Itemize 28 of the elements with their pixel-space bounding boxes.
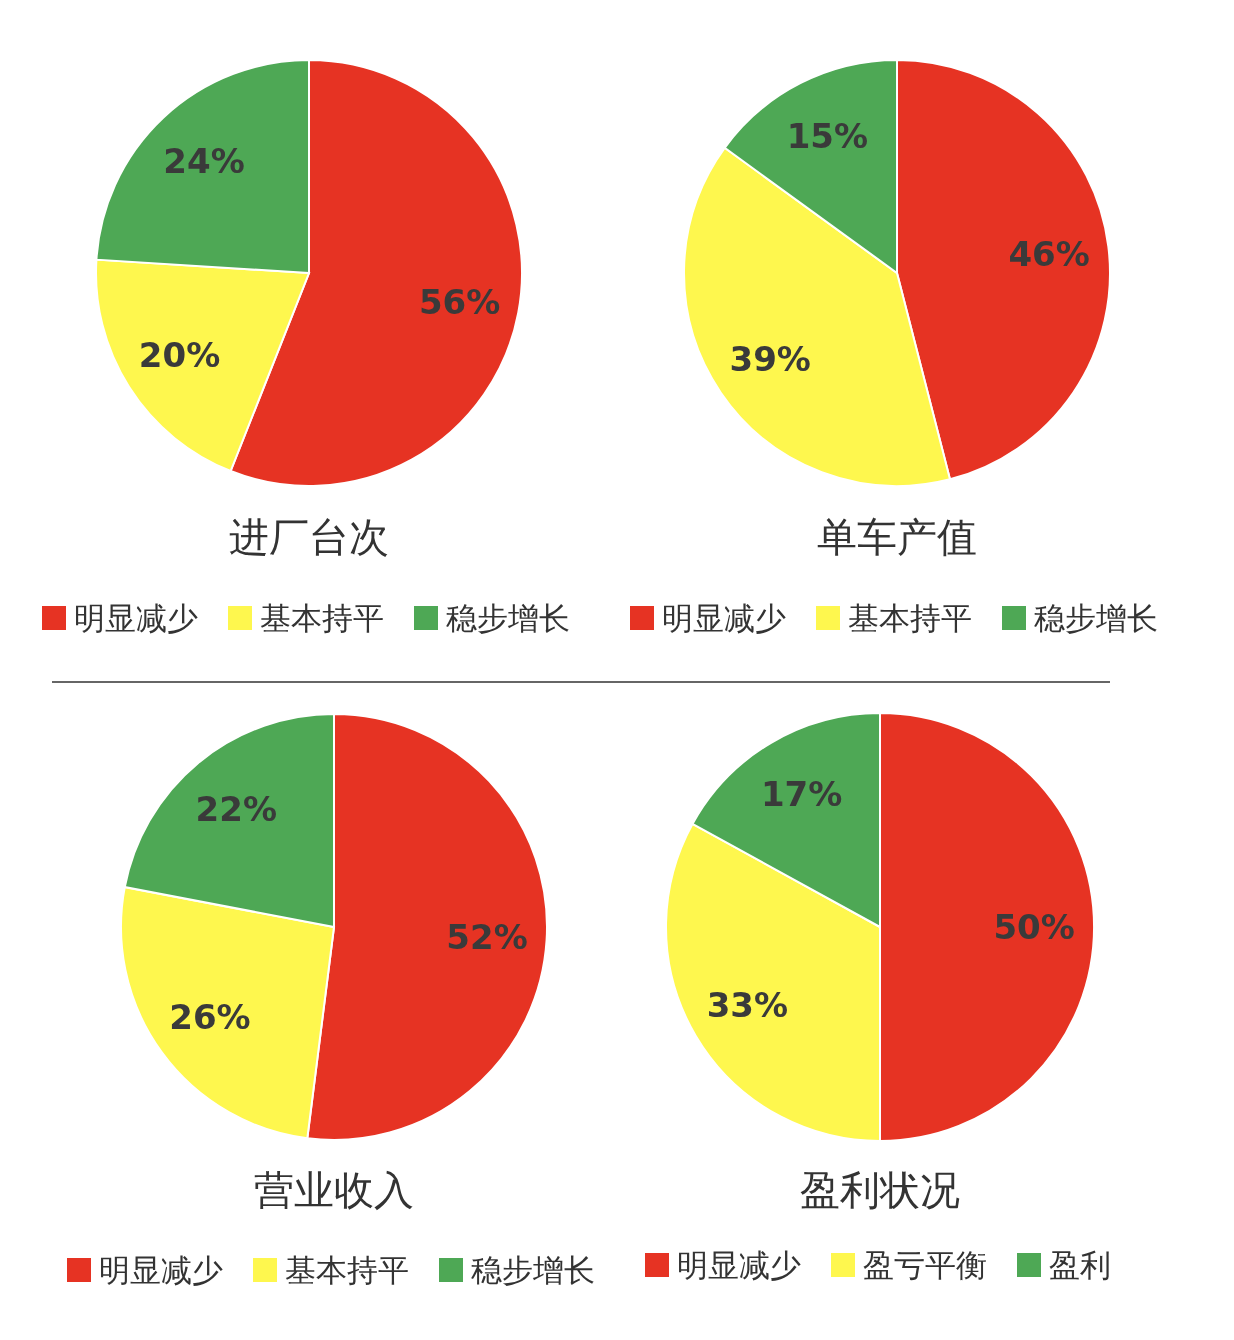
text: 营业收入 — [254, 1167, 414, 1213]
data-label: 26% — [169, 997, 251, 1038]
legend-label: 稳步增长 — [1034, 600, 1158, 636]
legend-label: 明显减少 — [662, 600, 786, 636]
data-label: 56% — [418, 281, 501, 322]
data-label: 24% — [163, 141, 245, 182]
text: 进厂台次 — [229, 514, 389, 560]
data-label: 17% — [760, 774, 843, 815]
legend-label: 稳步增长 — [471, 1252, 595, 1288]
legend-label: 基本持平 — [260, 600, 384, 636]
data-label: 39% — [729, 339, 811, 380]
text: 单车产值 — [817, 514, 977, 560]
legend-label: 稳步增长 — [446, 600, 570, 636]
data-label: 52% — [446, 916, 528, 957]
legend-label: 基本持平 — [848, 600, 972, 636]
legend-label: 明显减少 — [99, 1252, 223, 1288]
legend-label: 盈利 — [1049, 1247, 1111, 1283]
legend-label: 明显减少 — [74, 600, 198, 636]
data-label: 46% — [1008, 233, 1090, 274]
data-label: 50% — [993, 907, 1075, 947]
legend-label: 明显减少 — [677, 1247, 801, 1283]
data-label: 15% — [786, 116, 869, 157]
legend-label: 基本持平 — [285, 1252, 409, 1288]
legend-label: 盈亏平衡 — [863, 1247, 987, 1283]
data-label: 22% — [195, 788, 277, 829]
text: 盈利状况 — [800, 1167, 960, 1213]
data-label: 20% — [138, 335, 221, 376]
data-label: 33% — [706, 985, 789, 1026]
